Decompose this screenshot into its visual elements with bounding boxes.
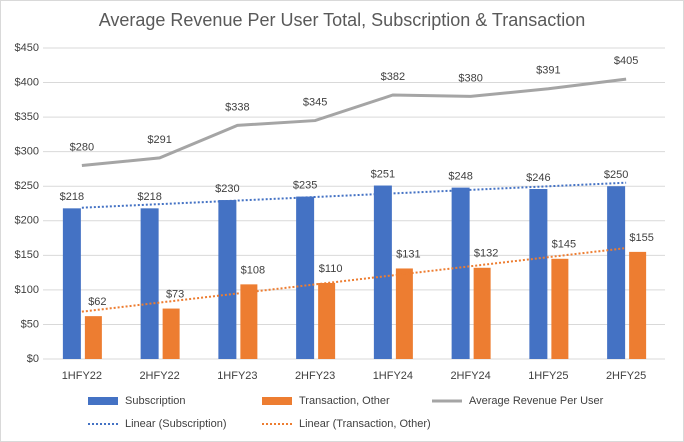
data-label: $345: [303, 96, 327, 108]
x-tick-label: 2HFY23: [295, 370, 335, 382]
data-label: $382: [381, 71, 405, 83]
trendline: [81, 247, 627, 313]
legend-label: Transaction, Other: [299, 395, 390, 407]
data-label: $73: [166, 288, 184, 300]
data-label: $230: [215, 183, 239, 195]
data-label: $145: [552, 239, 576, 251]
data-label: $235: [293, 179, 317, 191]
data-label: $391: [536, 65, 560, 77]
y-tick-label: $400: [15, 76, 39, 88]
bar: [551, 258, 569, 359]
data-label: $218: [137, 191, 161, 203]
data-label: $338: [225, 101, 249, 113]
data-label: $110: [319, 263, 343, 275]
data-label: $218: [60, 191, 84, 203]
y-tick-label: $250: [15, 180, 39, 192]
y-tick-label: $350: [15, 111, 39, 123]
legend-label: Subscription: [125, 395, 186, 407]
x-tick-label: 2HFY22: [139, 370, 179, 382]
bar: [240, 284, 258, 359]
data-label: $131: [396, 248, 420, 260]
bar: [218, 200, 237, 359]
x-tick-label: 1HFY22: [62, 370, 102, 382]
legend-swatch: [262, 397, 292, 405]
x-tick-label: 1HFY24: [373, 370, 413, 382]
legend-label: Linear (Subscription): [125, 418, 227, 430]
data-label: $250: [604, 169, 628, 181]
legend-label: Average Revenue Per User: [469, 395, 604, 407]
data-label: $291: [147, 134, 171, 146]
bar: [607, 186, 626, 359]
data-label: $405: [614, 55, 638, 67]
bar: [84, 316, 102, 359]
line: [81, 77, 627, 167]
bar: [629, 251, 647, 359]
y-tick-label: $300: [15, 146, 39, 158]
data-label: $108: [241, 264, 265, 276]
bar: [373, 185, 392, 359]
data-label: $155: [629, 232, 653, 244]
x-tick-label: 1HFY25: [528, 370, 568, 382]
y-tick-label: $450: [15, 42, 39, 54]
data-label: $280: [70, 141, 94, 153]
x-tick-label: 1HFY23: [217, 370, 257, 382]
bar: [473, 267, 491, 359]
bar: [529, 188, 548, 359]
y-tick-label: $150: [15, 249, 39, 261]
bar: [62, 208, 81, 359]
bar: [296, 196, 315, 359]
y-tick-label: $50: [21, 318, 39, 330]
trendline: [81, 181, 627, 209]
legend-label: Linear (Transaction, Other): [299, 418, 431, 430]
legend-swatch: [88, 397, 118, 405]
bar: [140, 208, 159, 359]
data-label: $132: [474, 248, 498, 260]
y-tick-label: $0: [27, 353, 39, 365]
x-tick-label: 2HFY25: [606, 370, 646, 382]
bar: [162, 308, 180, 359]
y-tick-label: $200: [15, 215, 39, 227]
data-label: $248: [448, 171, 472, 183]
bar: [318, 282, 336, 359]
x-tick-label: 2HFY24: [450, 370, 490, 382]
data-label: $62: [88, 296, 106, 308]
chart-title: Average Revenue Per User Total, Subscrip…: [99, 10, 586, 30]
y-tick-label: $100: [15, 284, 39, 296]
data-label: $251: [371, 168, 395, 180]
data-label: $380: [458, 72, 482, 84]
data-label: $246: [526, 172, 550, 184]
bar: [451, 187, 470, 359]
bar: [395, 268, 413, 359]
